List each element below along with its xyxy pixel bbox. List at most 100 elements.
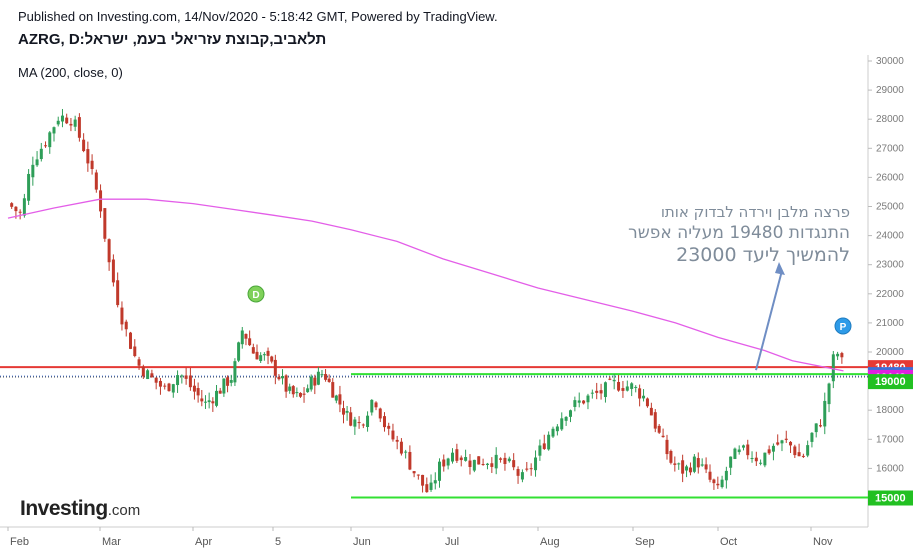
candle-body (642, 395, 646, 399)
candle-body (302, 393, 306, 395)
candle-body (464, 457, 468, 461)
candle-body (188, 375, 192, 388)
candle-body (374, 402, 378, 408)
candle-body (599, 390, 603, 394)
candle-body (810, 432, 814, 442)
dividend-marker (247, 285, 265, 303)
candle-body (86, 149, 90, 164)
candle-body (163, 385, 167, 387)
x-tick-label: Jun (353, 536, 371, 548)
candle-body (433, 480, 437, 484)
candle-body (124, 321, 128, 330)
candle-body (357, 422, 361, 424)
candle-body (827, 383, 831, 405)
candle-body (700, 464, 704, 466)
candle-body (590, 392, 594, 394)
y-tick-label: 29000 (876, 85, 904, 96)
candles-group (10, 108, 844, 493)
candle-body (638, 388, 642, 399)
candle-body (729, 456, 733, 468)
candle-body (94, 172, 98, 190)
candle-body (129, 332, 133, 349)
candle-body (240, 330, 244, 345)
candle-body (763, 452, 767, 466)
x-tick-label: Jul (445, 536, 459, 548)
price-label-box (868, 374, 913, 390)
candle-body (266, 350, 270, 356)
candle-body (793, 446, 797, 456)
candle-body (784, 438, 788, 440)
candle-body (273, 359, 277, 376)
candle-body (31, 164, 35, 178)
candle-body (661, 435, 665, 438)
candle-body (39, 148, 43, 160)
x-tick-label: Mar (102, 536, 121, 548)
candle-body (196, 388, 200, 396)
candle-body (44, 145, 48, 147)
candle-body (120, 307, 124, 325)
dividend-marker-label: D (252, 290, 259, 301)
candle-body (306, 388, 310, 393)
candle-body (507, 458, 511, 462)
candle-body (681, 460, 685, 474)
candle-body (180, 375, 184, 377)
x-tick-label: Sep (635, 536, 655, 548)
candle-body (73, 119, 77, 127)
logo-name: Investing (20, 497, 108, 520)
candle-body (277, 376, 281, 380)
candle-body (746, 444, 750, 456)
candle-body (582, 400, 586, 404)
candle-body (82, 139, 86, 152)
candle-body (425, 484, 429, 493)
candle-body (429, 482, 433, 490)
candle-body (399, 441, 403, 454)
candle-body (338, 394, 342, 405)
candle-body (673, 463, 677, 465)
candle-body (349, 412, 353, 426)
candle-body (18, 211, 22, 213)
price-label-text: 15000 (875, 493, 906, 505)
published-info: Published on Investing.com, 14/Nov/2020 … (18, 9, 498, 24)
y-tick-label: 27000 (876, 143, 904, 154)
candle-body (688, 467, 692, 473)
candle-body (653, 412, 657, 429)
candle-body (222, 378, 226, 394)
candle-body (248, 338, 252, 346)
candle-body (421, 474, 425, 486)
candle-body (320, 374, 324, 376)
candle-body (171, 384, 175, 393)
candle-body (69, 123, 73, 126)
candle-body (490, 463, 494, 467)
candle-body (685, 466, 689, 471)
candle-body (370, 399, 374, 413)
candle-body (801, 455, 805, 457)
candle-body (677, 463, 681, 465)
candle-body (334, 395, 338, 401)
y-tick-label: 23000 (876, 260, 904, 271)
candle-body (831, 354, 835, 382)
candle-body (547, 434, 551, 450)
candle-body (657, 425, 661, 433)
y-tick-label: 18000 (876, 405, 904, 416)
candle-body (313, 377, 317, 386)
candle-body (270, 356, 274, 362)
candle-body (211, 401, 215, 404)
candle-body (184, 375, 188, 379)
candle-body (111, 259, 115, 283)
candle-body (776, 442, 780, 445)
x-tick-label: Apr (195, 536, 212, 548)
candle-body (77, 117, 81, 138)
candle-body (516, 469, 520, 476)
candle-body (538, 445, 542, 456)
candle-body (167, 383, 171, 392)
candle-body (309, 376, 313, 390)
candle-body (295, 392, 299, 394)
pivot-marker (834, 317, 852, 335)
candle-body (233, 361, 237, 383)
candle-body (780, 440, 784, 444)
candle-body (560, 418, 564, 430)
annotation-line-1: פרצה מלבן וירדה לבדוק אותו (660, 203, 850, 221)
candle-body (716, 483, 720, 486)
